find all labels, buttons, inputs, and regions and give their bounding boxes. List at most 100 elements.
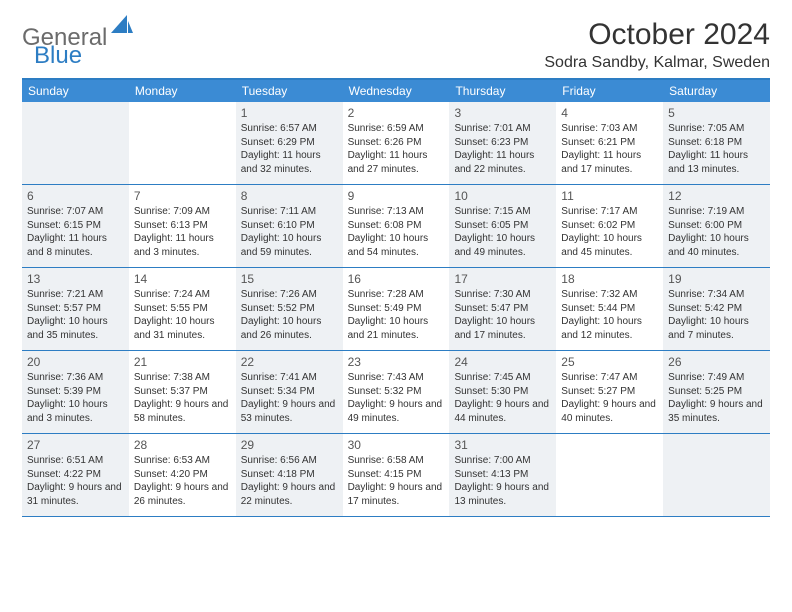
calendar-cell: 29Sunrise: 6:56 AMSunset: 4:18 PMDayligh… xyxy=(236,434,343,516)
daylight-text: Daylight: 9 hours and 53 minutes. xyxy=(241,398,338,425)
calendar-cell xyxy=(129,102,236,184)
location-text: Sodra Sandby, Kalmar, Sweden xyxy=(544,54,770,72)
sunset-text: Sunset: 4:20 PM xyxy=(134,468,231,482)
day-header: Monday xyxy=(129,80,236,102)
sunset-text: Sunset: 5:34 PM xyxy=(241,385,338,399)
day-number: 21 xyxy=(134,354,231,370)
title-block: October 2024 Sodra Sandby, Kalmar, Swede… xyxy=(544,18,770,72)
calendar-cell: 10Sunrise: 7:15 AMSunset: 6:05 PMDayligh… xyxy=(449,185,556,267)
sunrise-text: Sunrise: 6:59 AM xyxy=(348,122,445,136)
daylight-text: Daylight: 10 hours and 49 minutes. xyxy=(454,232,551,259)
calendar-cell: 12Sunrise: 7:19 AMSunset: 6:00 PMDayligh… xyxy=(663,185,770,267)
header: General Blue October 2024 Sodra Sandby, … xyxy=(22,18,770,72)
day-number: 2 xyxy=(348,105,445,121)
calendar-cell: 31Sunrise: 7:00 AMSunset: 4:13 PMDayligh… xyxy=(449,434,556,516)
sunset-text: Sunset: 4:15 PM xyxy=(348,468,445,482)
daylight-text: Daylight: 11 hours and 27 minutes. xyxy=(348,149,445,176)
daylight-text: Daylight: 9 hours and 44 minutes. xyxy=(454,398,551,425)
day-number: 7 xyxy=(134,188,231,204)
sunset-text: Sunset: 5:42 PM xyxy=(668,302,765,316)
sunset-text: Sunset: 5:52 PM xyxy=(241,302,338,316)
daylight-text: Daylight: 10 hours and 12 minutes. xyxy=(561,315,658,342)
calendar-cell: 25Sunrise: 7:47 AMSunset: 5:27 PMDayligh… xyxy=(556,351,663,433)
daylight-text: Daylight: 10 hours and 59 minutes. xyxy=(241,232,338,259)
sunrise-text: Sunrise: 7:30 AM xyxy=(454,288,551,302)
daylight-text: Daylight: 11 hours and 22 minutes. xyxy=(454,149,551,176)
calendar-cell: 28Sunrise: 6:53 AMSunset: 4:20 PMDayligh… xyxy=(129,434,236,516)
daylight-text: Daylight: 10 hours and 35 minutes. xyxy=(27,315,124,342)
day-number: 23 xyxy=(348,354,445,370)
daylight-text: Daylight: 9 hours and 13 minutes. xyxy=(454,481,551,508)
sunset-text: Sunset: 6:15 PM xyxy=(27,219,124,233)
sunset-text: Sunset: 6:02 PM xyxy=(561,219,658,233)
calendar: SundayMondayTuesdayWednesdayThursdayFrid… xyxy=(22,78,770,517)
sunset-text: Sunset: 6:26 PM xyxy=(348,136,445,150)
daylight-text: Daylight: 9 hours and 22 minutes. xyxy=(241,481,338,508)
day-number: 18 xyxy=(561,271,658,287)
daylight-text: Daylight: 10 hours and 45 minutes. xyxy=(561,232,658,259)
calendar-cell: 22Sunrise: 7:41 AMSunset: 5:34 PMDayligh… xyxy=(236,351,343,433)
sunset-text: Sunset: 5:49 PM xyxy=(348,302,445,316)
sunrise-text: Sunrise: 7:24 AM xyxy=(134,288,231,302)
week-row: 6Sunrise: 7:07 AMSunset: 6:15 PMDaylight… xyxy=(22,185,770,268)
calendar-cell xyxy=(663,434,770,516)
logo-text-blue: Blue xyxy=(34,42,82,69)
sunrise-text: Sunrise: 6:53 AM xyxy=(134,454,231,468)
sunrise-text: Sunrise: 6:51 AM xyxy=(27,454,124,468)
sunrise-text: Sunrise: 7:43 AM xyxy=(348,371,445,385)
month-title: October 2024 xyxy=(544,18,770,52)
day-headers-row: SundayMondayTuesdayWednesdayThursdayFrid… xyxy=(22,80,770,102)
sunrise-text: Sunrise: 6:57 AM xyxy=(241,122,338,136)
sunset-text: Sunset: 6:08 PM xyxy=(348,219,445,233)
daylight-text: Daylight: 9 hours and 35 minutes. xyxy=(668,398,765,425)
calendar-cell: 27Sunrise: 6:51 AMSunset: 4:22 PMDayligh… xyxy=(22,434,129,516)
day-number: 22 xyxy=(241,354,338,370)
sunset-text: Sunset: 6:10 PM xyxy=(241,219,338,233)
calendar-cell: 23Sunrise: 7:43 AMSunset: 5:32 PMDayligh… xyxy=(343,351,450,433)
calendar-cell: 20Sunrise: 7:36 AMSunset: 5:39 PMDayligh… xyxy=(22,351,129,433)
weeks-container: 1Sunrise: 6:57 AMSunset: 6:29 PMDaylight… xyxy=(22,102,770,517)
sunrise-text: Sunrise: 6:56 AM xyxy=(241,454,338,468)
sunrise-text: Sunrise: 7:03 AM xyxy=(561,122,658,136)
calendar-cell: 18Sunrise: 7:32 AMSunset: 5:44 PMDayligh… xyxy=(556,268,663,350)
sunrise-text: Sunrise: 7:05 AM xyxy=(668,122,765,136)
daylight-text: Daylight: 10 hours and 54 minutes. xyxy=(348,232,445,259)
week-row: 20Sunrise: 7:36 AMSunset: 5:39 PMDayligh… xyxy=(22,351,770,434)
day-number: 16 xyxy=(348,271,445,287)
calendar-cell: 6Sunrise: 7:07 AMSunset: 6:15 PMDaylight… xyxy=(22,185,129,267)
sunrise-text: Sunrise: 7:26 AM xyxy=(241,288,338,302)
daylight-text: Daylight: 11 hours and 3 minutes. xyxy=(134,232,231,259)
day-number: 9 xyxy=(348,188,445,204)
sunrise-text: Sunrise: 7:41 AM xyxy=(241,371,338,385)
day-number: 5 xyxy=(668,105,765,121)
day-number: 17 xyxy=(454,271,551,287)
calendar-cell: 2Sunrise: 6:59 AMSunset: 6:26 PMDaylight… xyxy=(343,102,450,184)
day-number: 25 xyxy=(561,354,658,370)
sunrise-text: Sunrise: 7:17 AM xyxy=(561,205,658,219)
day-number: 11 xyxy=(561,188,658,204)
sunset-text: Sunset: 6:23 PM xyxy=(454,136,551,150)
sunset-text: Sunset: 6:05 PM xyxy=(454,219,551,233)
day-number: 29 xyxy=(241,437,338,453)
day-header: Tuesday xyxy=(236,80,343,102)
calendar-cell: 19Sunrise: 7:34 AMSunset: 5:42 PMDayligh… xyxy=(663,268,770,350)
sunrise-text: Sunrise: 7:19 AM xyxy=(668,205,765,219)
calendar-cell: 11Sunrise: 7:17 AMSunset: 6:02 PMDayligh… xyxy=(556,185,663,267)
day-number: 12 xyxy=(668,188,765,204)
sunrise-text: Sunrise: 7:01 AM xyxy=(454,122,551,136)
sunset-text: Sunset: 6:29 PM xyxy=(241,136,338,150)
day-header: Saturday xyxy=(663,80,770,102)
calendar-cell: 30Sunrise: 6:58 AMSunset: 4:15 PMDayligh… xyxy=(343,434,450,516)
day-number: 3 xyxy=(454,105,551,121)
daylight-text: Daylight: 10 hours and 17 minutes. xyxy=(454,315,551,342)
day-header: Wednesday xyxy=(343,80,450,102)
calendar-cell: 24Sunrise: 7:45 AMSunset: 5:30 PMDayligh… xyxy=(449,351,556,433)
calendar-cell: 14Sunrise: 7:24 AMSunset: 5:55 PMDayligh… xyxy=(129,268,236,350)
calendar-cell: 21Sunrise: 7:38 AMSunset: 5:37 PMDayligh… xyxy=(129,351,236,433)
day-header: Friday xyxy=(556,80,663,102)
sunrise-text: Sunrise: 7:45 AM xyxy=(454,371,551,385)
day-number: 10 xyxy=(454,188,551,204)
sunrise-text: Sunrise: 7:07 AM xyxy=(27,205,124,219)
logo-sail-icon xyxy=(111,15,133,40)
daylight-text: Daylight: 11 hours and 17 minutes. xyxy=(561,149,658,176)
